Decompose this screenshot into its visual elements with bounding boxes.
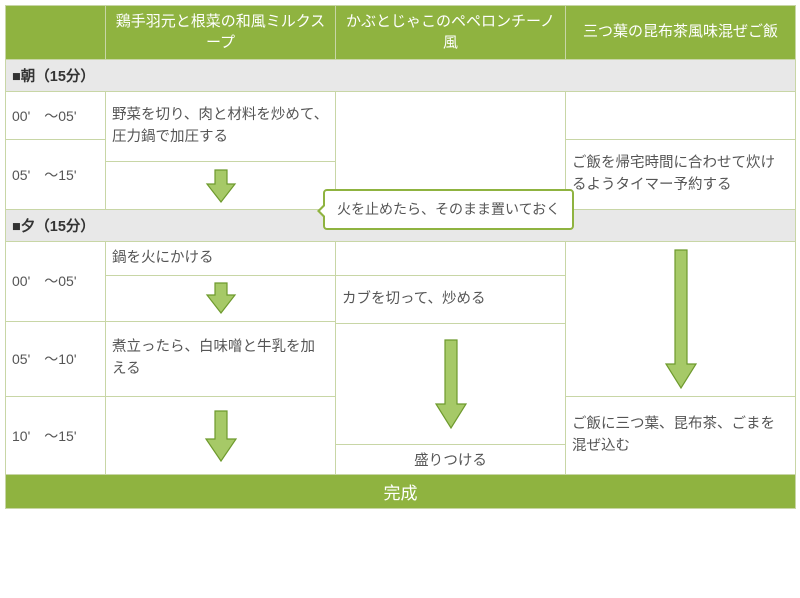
section-morning-label: ■朝（15分）	[6, 60, 336, 92]
cell-evening-col2-empty1	[336, 242, 566, 276]
cell-evening-col1-a: 鍋を火にかける	[106, 242, 336, 276]
cell-evening-col1-b: 煮立ったら、白味噌と牛乳を加える	[106, 321, 336, 396]
cell-serve: 盛りつける	[336, 445, 566, 475]
time-0515: 05' 〜15'	[6, 140, 106, 210]
cell-morning-col3-empty1	[566, 92, 796, 140]
arrow-down-icon	[431, 336, 471, 432]
header-row: 鶏手羽元と根菜の和風ミルクスープ かぶとじゃこのペペロンチーノ風 三つ葉の昆布茶…	[6, 6, 796, 60]
header-col2: かぶとじゃこのペペロンチーノ風	[336, 6, 566, 60]
arrow-evening-col1-b	[106, 397, 336, 475]
cell-done: 完成	[6, 475, 796, 509]
arrow-down-icon	[201, 407, 241, 465]
section-evening-label: ■夕（15分）	[6, 210, 336, 242]
section-morning: ■朝（15分）	[6, 60, 796, 92]
cell-morning-col1: 野菜を切り、肉と材料を炒めて、圧力鍋で加圧する	[106, 92, 336, 162]
time-e0005: 00' 〜05'	[6, 242, 106, 322]
arrow-evening-col3	[566, 242, 796, 397]
arrow-down-icon	[202, 168, 240, 204]
time-e1015: 10' 〜15'	[6, 397, 106, 475]
arrow-evening-col1-a	[106, 276, 336, 322]
header-col3: 三つ葉の昆布茶風味混ぜご飯	[566, 6, 796, 60]
cell-evening-col3-b: ご飯に三つ葉、昆布茶、ごまを混ぜ込む	[566, 397, 796, 475]
header-col1: 鶏手羽元と根菜の和風ミルクスープ	[106, 6, 336, 60]
row-evening-0005: 00' 〜05' 鍋を火にかける	[6, 242, 796, 276]
row-morning-0005: 00' 〜05' 野菜を切り、肉と材料を炒めて、圧力鍋で加圧する	[6, 92, 796, 140]
speech-bubble: 火を止めたら、そのまま置いておく	[323, 189, 574, 230]
bubble-text: 火を止めたら、そのまま置いておく	[337, 201, 560, 217]
cooking-schedule-table: 鶏手羽元と根菜の和風ミルクスープ かぶとじゃこのペペロンチーノ風 三つ葉の昆布茶…	[5, 5, 796, 509]
arrow-down-icon	[202, 281, 240, 315]
row-done: 完成	[6, 475, 796, 509]
arrow-down-icon	[661, 246, 701, 392]
time-0005: 00' 〜05'	[6, 92, 106, 140]
time-e0510: 05' 〜10'	[6, 321, 106, 396]
arrow-morning-col1	[106, 162, 336, 210]
arrow-evening-col2	[336, 324, 566, 445]
cell-morning-col3: ご飯を帰宅時間に合わせて炊けるようタイマー予約する	[566, 140, 796, 210]
header-time	[6, 6, 106, 60]
cell-evening-col2-a: カブを切って、炒める	[336, 276, 566, 324]
